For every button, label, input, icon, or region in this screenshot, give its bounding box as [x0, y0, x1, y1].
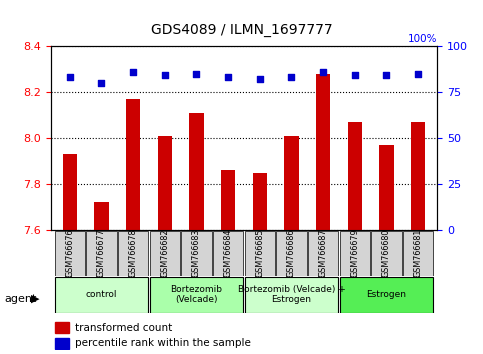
- Text: GSM766683: GSM766683: [192, 229, 201, 277]
- Text: percentile rank within the sample: percentile rank within the sample: [75, 338, 251, 348]
- FancyBboxPatch shape: [150, 277, 243, 313]
- Bar: [55, 322, 69, 333]
- Bar: [94, 202, 109, 230]
- FancyBboxPatch shape: [403, 231, 433, 276]
- FancyBboxPatch shape: [308, 231, 338, 276]
- Bar: [411, 122, 425, 230]
- Text: control: control: [85, 290, 117, 299]
- Bar: [126, 99, 140, 230]
- Point: [414, 71, 422, 76]
- Point: [129, 69, 137, 75]
- Point: [351, 73, 359, 78]
- Bar: [253, 172, 267, 230]
- FancyBboxPatch shape: [340, 277, 433, 313]
- Bar: [63, 154, 77, 230]
- Text: GDS4089 / ILMN_1697777: GDS4089 / ILMN_1697777: [151, 23, 332, 37]
- FancyBboxPatch shape: [340, 231, 370, 276]
- Text: GSM766685: GSM766685: [255, 229, 264, 278]
- Text: GSM766681: GSM766681: [413, 229, 423, 277]
- Text: transformed count: transformed count: [75, 322, 172, 332]
- Text: GSM766684: GSM766684: [224, 229, 233, 277]
- FancyBboxPatch shape: [213, 231, 243, 276]
- FancyBboxPatch shape: [244, 231, 275, 276]
- FancyBboxPatch shape: [55, 231, 85, 276]
- Point: [161, 73, 169, 78]
- FancyBboxPatch shape: [181, 231, 212, 276]
- Text: 100%: 100%: [408, 34, 437, 44]
- FancyBboxPatch shape: [118, 231, 148, 276]
- Point: [287, 74, 295, 80]
- Text: GSM766680: GSM766680: [382, 229, 391, 277]
- Bar: [316, 74, 330, 230]
- FancyBboxPatch shape: [371, 231, 402, 276]
- FancyBboxPatch shape: [244, 277, 338, 313]
- Bar: [221, 170, 235, 230]
- FancyBboxPatch shape: [150, 231, 180, 276]
- Point: [224, 74, 232, 80]
- Text: GSM766678: GSM766678: [128, 229, 138, 278]
- Bar: [157, 136, 172, 230]
- Bar: [189, 113, 203, 230]
- Bar: [284, 136, 298, 230]
- FancyBboxPatch shape: [55, 277, 148, 313]
- Text: GSM766679: GSM766679: [350, 229, 359, 278]
- Point: [66, 74, 73, 80]
- FancyBboxPatch shape: [276, 231, 307, 276]
- Text: GSM766676: GSM766676: [65, 229, 74, 278]
- Text: Estrogen: Estrogen: [367, 290, 406, 299]
- Point: [98, 80, 105, 86]
- Point: [383, 73, 390, 78]
- Text: Bortezomib
(Velcade): Bortezomib (Velcade): [170, 285, 222, 304]
- Point: [193, 71, 200, 76]
- Text: agent: agent: [5, 294, 37, 304]
- Text: GSM766682: GSM766682: [160, 229, 169, 278]
- Text: ▶: ▶: [31, 294, 40, 304]
- Point: [256, 76, 264, 82]
- Bar: [379, 145, 394, 230]
- FancyBboxPatch shape: [86, 231, 116, 276]
- Text: GSM766687: GSM766687: [319, 229, 327, 278]
- Bar: [55, 338, 69, 349]
- Point: [319, 69, 327, 75]
- Bar: [348, 122, 362, 230]
- Text: GSM766677: GSM766677: [97, 229, 106, 278]
- Text: Bortezomib (Velcade) +
Estrogen: Bortezomib (Velcade) + Estrogen: [238, 285, 345, 304]
- Text: GSM766686: GSM766686: [287, 229, 296, 277]
